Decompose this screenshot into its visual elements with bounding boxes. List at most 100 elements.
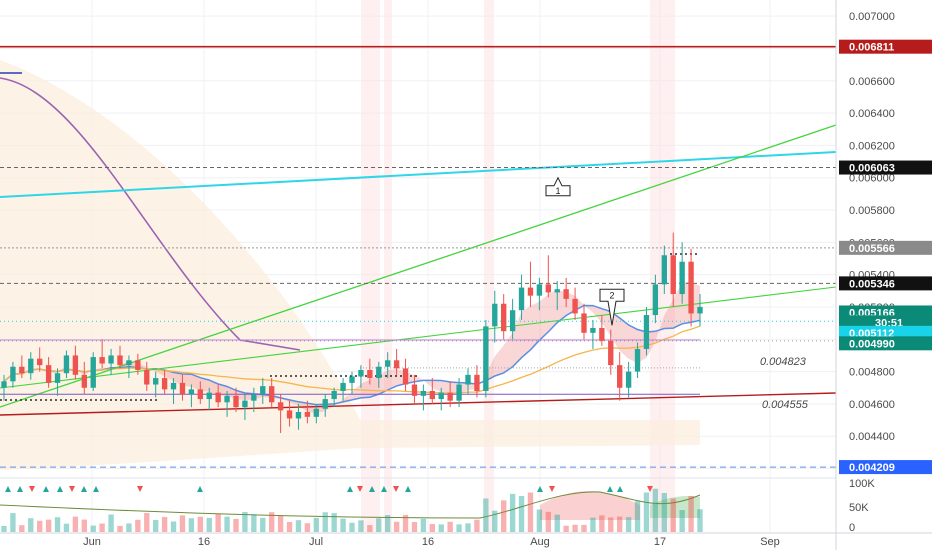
candle <box>197 381 203 404</box>
x-tick-label: Aug <box>530 536 550 548</box>
volume-bar <box>90 525 96 532</box>
marker-balloon <box>545 176 571 197</box>
volume-bar <box>563 525 569 532</box>
candle <box>697 294 703 327</box>
volume-bar <box>28 518 34 532</box>
candle <box>117 345 123 369</box>
candle <box>349 371 355 395</box>
volume-bar <box>331 513 337 532</box>
candle <box>536 277 543 311</box>
candle-body <box>608 340 614 366</box>
volume-bar <box>438 524 444 532</box>
signal-arrow <box>357 486 363 492</box>
volume-bar <box>37 520 43 532</box>
candle <box>411 374 418 404</box>
price-tag: 0.005566 <box>839 240 932 255</box>
candle-body <box>420 390 427 396</box>
candle-body <box>590 327 596 333</box>
marker-label: 2 <box>609 290 614 300</box>
x-tick-label: Jul <box>309 536 323 548</box>
signal-arrow <box>137 486 143 492</box>
x-tick-label: Sep <box>760 536 780 548</box>
price-tag-box <box>839 325 932 340</box>
signal-arrow <box>537 486 543 492</box>
candle-body <box>340 382 346 391</box>
marker-1: 1 <box>545 176 571 197</box>
price-tag-label: 0.004209 <box>849 462 895 474</box>
signal-arrows <box>5 486 653 492</box>
price-tag-box <box>839 39 932 54</box>
candle-body <box>447 392 453 401</box>
candle-body <box>117 355 123 366</box>
candle <box>1 374 7 401</box>
signal-arrow <box>29 486 35 492</box>
volume-bar <box>625 517 632 532</box>
marker-label: 1 <box>555 186 560 196</box>
price-tag: 0.006811 <box>839 39 932 54</box>
green-trendline-steep <box>0 124 837 408</box>
candle <box>643 306 650 356</box>
candle-body <box>242 400 248 408</box>
candle <box>108 348 114 375</box>
candle <box>402 358 409 391</box>
candle-body <box>501 303 507 332</box>
signal-arrow <box>381 486 387 492</box>
candle <box>518 274 525 320</box>
candle-body <box>563 289 569 299</box>
candle-body <box>206 392 212 400</box>
volume-bar <box>492 510 498 532</box>
candle-body <box>144 369 150 385</box>
candle <box>331 387 337 408</box>
volume-tick-label: 50K <box>849 502 869 514</box>
volume-bar <box>652 488 659 532</box>
candle <box>340 378 346 401</box>
candle-body <box>233 395 239 408</box>
time-axis: Jun 16 Jul 16 Aug 17 Sep <box>0 532 932 548</box>
y-tick-label: 0.006600 <box>849 76 895 88</box>
highlight-band <box>484 0 494 532</box>
candle-body <box>688 261 694 314</box>
candle <box>286 400 293 427</box>
candle-body <box>349 376 355 383</box>
candle <box>277 394 284 433</box>
candle-body <box>10 366 16 382</box>
candle-body <box>402 368 409 385</box>
price-axis: 0.0070000.0068000.0066000.0064000.006200… <box>835 0 932 550</box>
candle-body <box>536 284 543 296</box>
volume-bar <box>206 517 212 532</box>
price-tag: 0.004990 <box>839 336 932 351</box>
cyan-trendline <box>0 151 837 198</box>
x-tick-label: 16 <box>198 536 210 548</box>
candle-body <box>474 374 480 391</box>
candle <box>617 352 623 401</box>
candle <box>590 319 596 349</box>
volume-ma-line <box>0 491 701 519</box>
candle <box>438 387 444 411</box>
signal-arrow <box>405 486 411 492</box>
candle <box>474 365 480 398</box>
volume-bar <box>161 516 168 532</box>
candle-body <box>224 395 230 403</box>
cloud-shading <box>0 60 700 470</box>
volume-bar <box>251 514 257 532</box>
candle <box>492 290 498 343</box>
candle-body <box>581 313 587 333</box>
signal-arrow <box>197 486 203 492</box>
volume-bar <box>1 526 7 532</box>
volume-bar <box>393 521 400 532</box>
volume-bar <box>72 516 79 532</box>
candle-body <box>599 327 605 341</box>
trend-lines <box>0 124 837 416</box>
volume-bar <box>536 509 543 532</box>
candle-body <box>45 365 52 383</box>
volume-bar <box>19 525 25 532</box>
marker-2: 2 <box>599 288 625 326</box>
volume-bar <box>376 518 382 532</box>
candle <box>545 255 551 298</box>
candle <box>447 381 453 408</box>
candle-body <box>456 384 462 401</box>
candle-body <box>527 287 534 296</box>
y-tick-label: 0.004800 <box>849 367 895 379</box>
volume-bar <box>45 519 52 532</box>
